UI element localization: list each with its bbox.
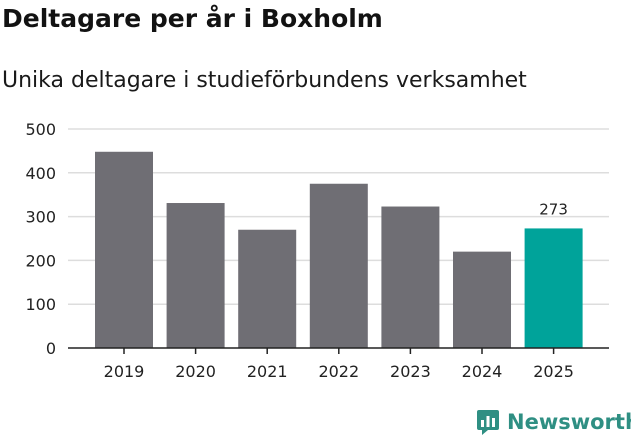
bar-2021 xyxy=(238,229,297,348)
y-axis-ticks: 0 100 200 300 400 500 xyxy=(25,120,56,358)
bar-2019 xyxy=(95,151,153,348)
y-tick-label: 300 xyxy=(25,208,56,227)
bar-2023 xyxy=(381,206,440,348)
y-tick-label: 100 xyxy=(25,295,56,314)
x-axis-ticks: 2019 2020 2021 2022 2023 2024 2025 xyxy=(104,348,574,381)
bar-2025 xyxy=(524,228,583,348)
chart-title: Deltagare per år i Boxholm xyxy=(2,4,383,33)
bar-chart-logo-icon xyxy=(477,410,499,435)
y-tick-label: 200 xyxy=(25,251,56,270)
chart-subtitle: Unika deltagare i studieförbundens verks… xyxy=(2,68,527,93)
data-label: 273 xyxy=(539,200,568,218)
y-tick-label: 500 xyxy=(25,120,56,139)
y-tick-label: 400 xyxy=(25,164,56,183)
x-tick-label: 2024 xyxy=(462,362,503,381)
x-tick-label: 2025 xyxy=(533,362,574,381)
bars xyxy=(95,151,583,348)
x-tick-label: 2019 xyxy=(104,362,145,381)
x-tick-label: 2023 xyxy=(390,362,431,381)
x-tick-label: 2020 xyxy=(175,362,216,381)
bar-chart: 0 100 200 300 400 500 273 2019 2020 2021 2022 202… xyxy=(25,120,609,381)
bar-2020 xyxy=(166,203,225,348)
x-tick-label: 2022 xyxy=(318,362,359,381)
y-tick-label: 0 xyxy=(46,339,56,358)
bar-2022 xyxy=(309,183,368,348)
data-labels: 273 xyxy=(539,200,568,218)
x-tick-label: 2021 xyxy=(247,362,288,381)
brand-name: Newsworthy xyxy=(507,410,631,434)
bar-2024 xyxy=(453,251,511,348)
newsworthy-logo: Newsworthy xyxy=(476,406,631,438)
